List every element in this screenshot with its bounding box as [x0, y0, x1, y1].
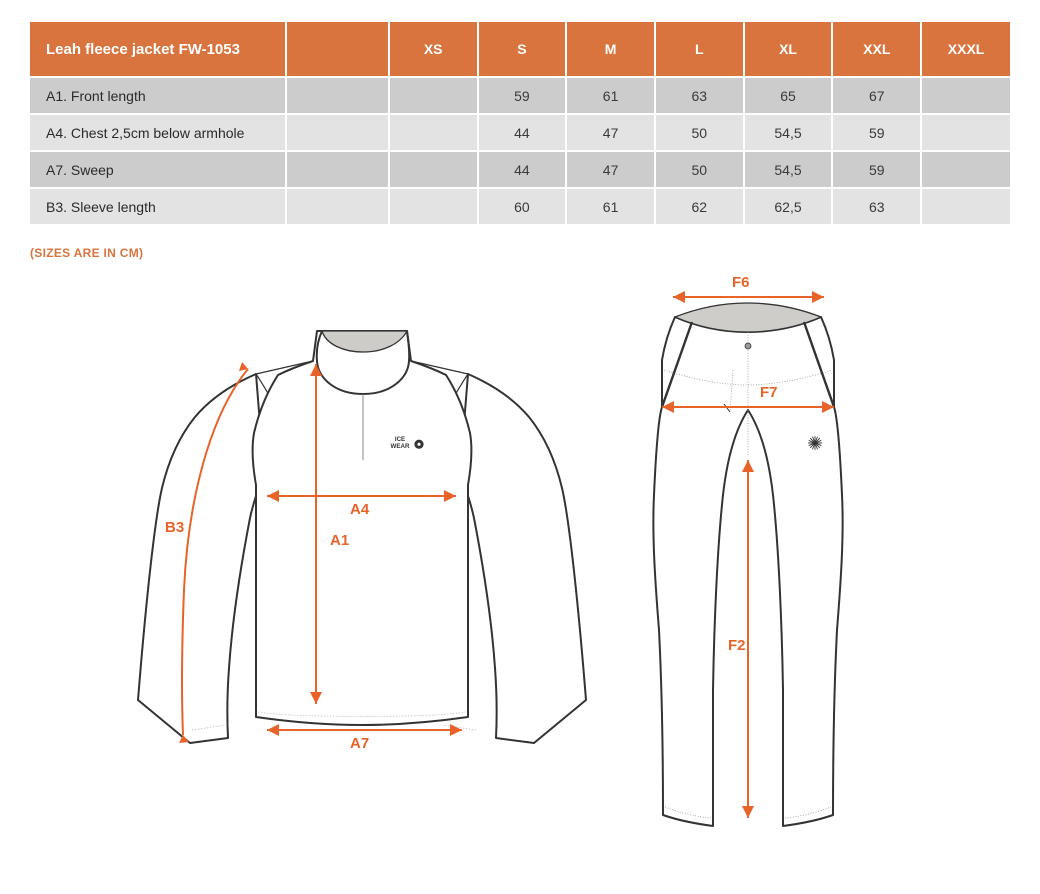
svg-text:F7: F7	[760, 384, 778, 401]
svg-text:A1: A1	[330, 532, 349, 549]
svg-text:A4: A4	[350, 501, 370, 518]
svg-text:F6: F6	[732, 274, 750, 291]
svg-text:WEAR: WEAR	[391, 443, 410, 450]
svg-text:F2: F2	[728, 637, 746, 654]
svg-text:ICE: ICE	[395, 436, 405, 443]
svg-text:B3: B3	[165, 519, 184, 536]
svg-text:A7: A7	[350, 735, 369, 752]
